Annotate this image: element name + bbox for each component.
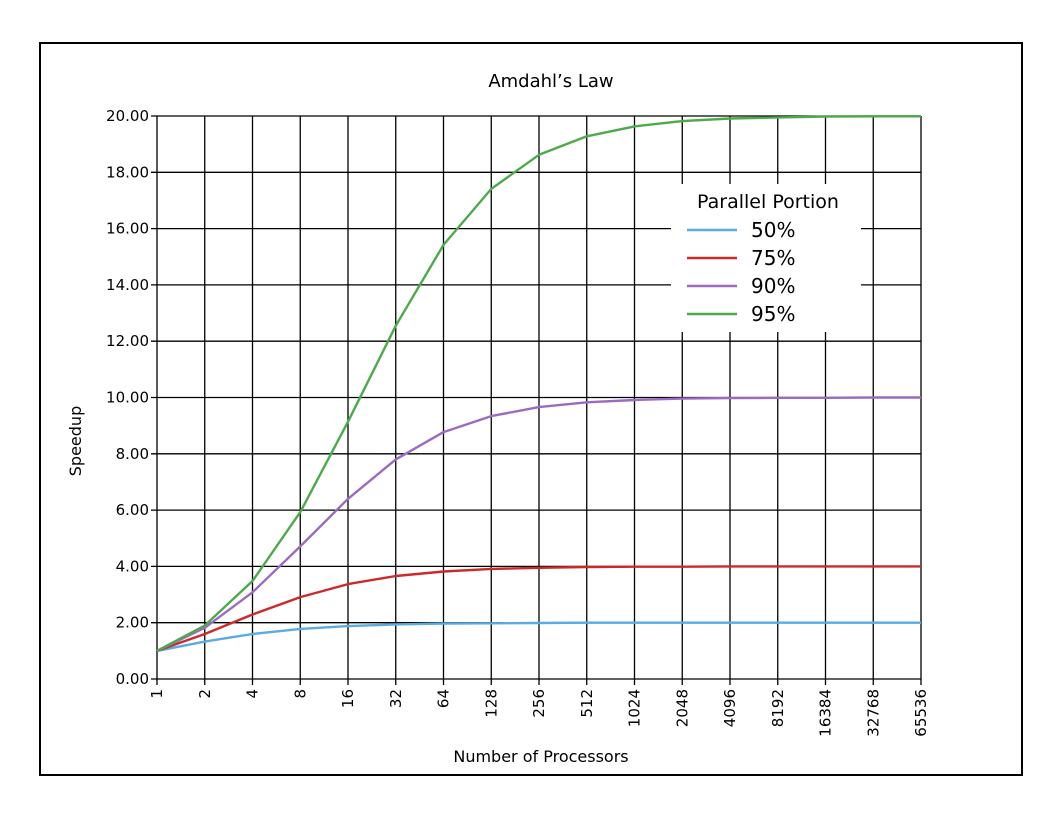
x-tick-label: 1024 <box>626 689 644 727</box>
x-tick-label: 4096 <box>721 689 739 727</box>
chart-title: Amdahl’s Law <box>488 71 613 92</box>
x-tick-label: 1 <box>148 689 166 699</box>
series-line-90pct <box>156 396 921 652</box>
y-tick-label: 4.00 <box>116 557 149 575</box>
x-tick-label: 4 <box>244 689 262 699</box>
legend-label: 90% <box>751 274 795 298</box>
y-tick-label: 8.00 <box>116 445 149 463</box>
legend-label: 95% <box>751 302 795 326</box>
x-tick-label: 32768 <box>864 689 882 737</box>
x-tick-label: 32 <box>387 689 405 708</box>
y-tick-label: 10.00 <box>106 389 149 407</box>
y-tick-label: 6.00 <box>116 501 149 519</box>
x-tick-label: 2048 <box>673 689 691 727</box>
amdahl-chart: Amdahl’s Law 0.002.004.006.008.0010.0012… <box>66 71 930 766</box>
y-tick-label: 20.00 <box>106 107 149 125</box>
y-tick-label: 12.00 <box>106 332 149 350</box>
series-lines <box>156 115 921 653</box>
y-tick-label: 18.00 <box>106 163 149 181</box>
x-tick-label: 65536 <box>912 689 930 737</box>
x-tick-label: 16 <box>339 689 357 708</box>
x-axis-label: Number of Processors <box>453 747 628 766</box>
y-tick-label: 14.00 <box>106 276 149 294</box>
y-tick-label: 16.00 <box>106 220 149 238</box>
legend-label: 75% <box>751 246 795 270</box>
y-tick-label: 0.00 <box>116 670 149 688</box>
x-tick-label: 512 <box>578 689 596 718</box>
legend: Parallel Portion 50% 75% 90% 95% <box>671 184 861 332</box>
x-tick-label: 8192 <box>769 689 787 727</box>
x-tick-label: 8 <box>291 689 309 699</box>
x-tick-labels: 1 2 4 8 16 32 64 128 256 512 1024 2048 4096 8192 16384… <box>148 689 930 737</box>
y-tick-label: 2.00 <box>116 614 149 632</box>
x-tick-label: 2 <box>196 689 214 699</box>
x-tick-label: 16384 <box>817 689 835 737</box>
legend-title: Parallel Portion <box>697 191 839 213</box>
x-tick-label: 256 <box>530 689 548 718</box>
x-tick-label: 64 <box>435 689 453 708</box>
legend-label: 50% <box>751 218 795 242</box>
series-line-50pct <box>156 621 921 653</box>
x-tick-label: 128 <box>482 689 500 718</box>
y-tick-labels: 0.00 2.00 4.00 6.00 8.00 10.00 12.00 14.00 16.00… <box>106 107 149 688</box>
series-line-95pct <box>156 115 921 652</box>
series-line-75pct <box>156 565 921 653</box>
y-axis-label: Speedup <box>66 406 85 476</box>
chart-frame: Amdahl’s Law 0.00 2.00 4.00 6.00 8.00 10.00 12… <box>39 42 1023 776</box>
